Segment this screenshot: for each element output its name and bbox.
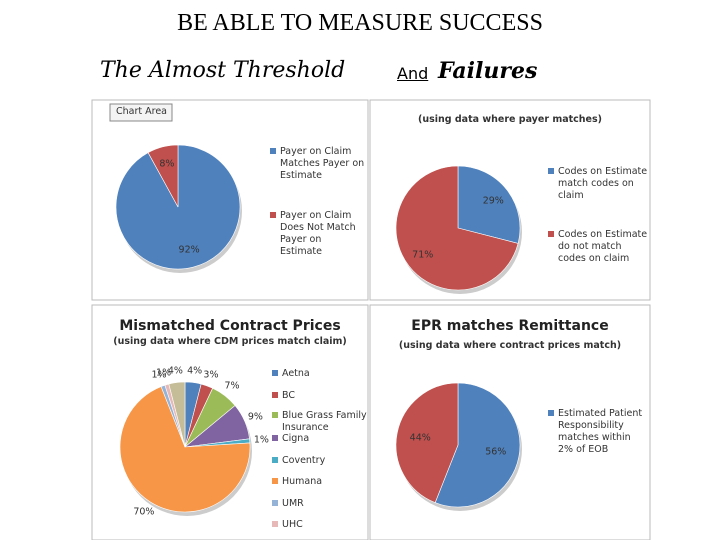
slide-title: BE ABLE TO MEASURE SUCCESS — [177, 10, 543, 36]
legend-swatch — [548, 410, 554, 416]
slice-label: 1% — [253, 434, 269, 446]
slice-label: 56% — [485, 446, 507, 458]
slice-label: 1% — [151, 369, 167, 381]
slice-label: 9% — [247, 411, 263, 423]
pie-slice — [168, 381, 186, 448]
legend-swatch — [548, 231, 554, 237]
chart-title: Mismatched Contract Prices — [119, 318, 341, 334]
tooltip-box — [109, 103, 173, 122]
legend-swatch — [270, 148, 276, 154]
legend-swatch — [272, 392, 278, 398]
legend-label: Codes on Estimate do not match codes on … — [558, 229, 648, 264]
pie-slice — [147, 144, 179, 208]
slice-label: 70% — [133, 506, 155, 518]
pie-slice — [457, 165, 521, 244]
tooltip: Chart Area — [116, 106, 167, 117]
pie-slice — [395, 165, 519, 291]
legend-label: Estimated Patient Responsibility matches… — [558, 408, 643, 455]
chart-subtitle: (using data where contract prices match) — [398, 340, 622, 351]
slice-label: 71% — [412, 249, 434, 261]
slice-label: 44% — [409, 432, 431, 444]
legend-swatch — [272, 521, 278, 527]
legend-swatch — [548, 168, 554, 174]
legend-swatch — [272, 478, 278, 484]
chart-title: EPR matches Remittance — [411, 318, 609, 334]
pie-slice — [119, 386, 251, 513]
left-heading: The Almost Threshold — [100, 58, 346, 83]
legend-swatch — [272, 500, 278, 506]
chart-subtitle: (using data where payer matches) — [417, 114, 603, 125]
legend-label: BC — [282, 390, 295, 401]
legend-swatch — [272, 412, 278, 418]
right-heading: Failures — [438, 58, 538, 84]
legend-label: UHC — [282, 519, 303, 530]
legend-label: Codes on Estimate match codes on claim — [558, 166, 648, 201]
slice-label: 29% — [482, 195, 504, 207]
legend-label: Coventry — [282, 455, 326, 466]
legend-label: UMR — [282, 498, 304, 509]
legend-label: Humana — [282, 476, 323, 487]
slice-label: 92% — [178, 244, 200, 256]
legend-label: Payer on Claim Does Not Match Payer on E… — [280, 210, 356, 257]
chart-subtitle: (using data where CDM prices match claim… — [113, 336, 347, 347]
pie-slice — [434, 382, 521, 508]
legend-swatch — [270, 212, 276, 218]
legend-label: Cigna — [282, 433, 310, 444]
legend-label: Payer on Claim Matches Payer on Estimate — [280, 146, 365, 181]
slice-label: 1% — [156, 367, 172, 379]
legend-label: Blue Grass Family Insurance — [282, 410, 367, 433]
slice-label: 4% — [167, 365, 183, 377]
legend-swatch — [272, 457, 278, 463]
slice-label: 4% — [187, 365, 203, 377]
legend-swatch — [272, 370, 278, 376]
pie-slice — [395, 382, 459, 504]
legend-label: Aetna — [282, 368, 310, 379]
legend-swatch — [272, 435, 278, 441]
slice-label: 8% — [159, 158, 175, 170]
slice-label: 7% — [224, 380, 240, 392]
connector: And — [397, 64, 429, 83]
slice-label: 3% — [203, 369, 219, 381]
